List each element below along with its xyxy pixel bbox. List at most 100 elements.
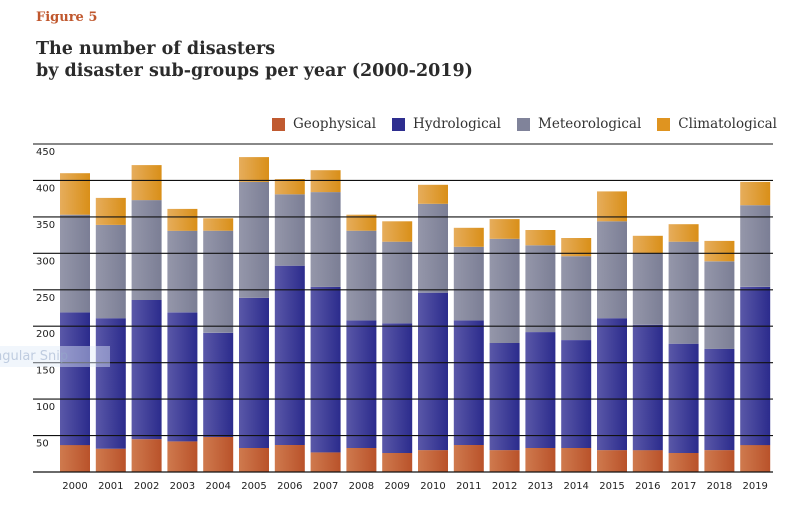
bar-hydrological-2006 [274, 265, 305, 445]
bar-hydrological-2012 [489, 343, 520, 451]
x-tick-label: 2016 [635, 481, 660, 492]
bar-meteorological-2004 [203, 230, 234, 333]
bar-geophysical-2019 [740, 445, 771, 472]
y-tick-label: 200 [36, 329, 55, 340]
legend-swatch-geophysical [272, 117, 285, 131]
bar-geophysical-2005 [239, 447, 269, 472]
bar-meteorological-2008 [346, 230, 377, 321]
bar-hydrological-2005 [239, 297, 269, 448]
bar-climatological-2001 [95, 197, 126, 225]
bar-hydrological-2009 [382, 323, 413, 453]
bar-geophysical-2015 [597, 450, 627, 472]
x-tick-label: 2009 [384, 481, 409, 492]
y-tick-label: 400 [36, 183, 55, 194]
bar-geophysical-2016 [632, 450, 663, 472]
bar-geophysical-2000 [60, 445, 90, 472]
bar-climatological-2010 [418, 184, 448, 204]
bar-hydrological-2011 [453, 320, 484, 445]
bar-meteorological-2003 [167, 230, 198, 313]
legend-label-climatological: Climatological [678, 116, 777, 132]
bar-climatological-2009 [382, 221, 413, 242]
bar-climatological-2005 [239, 157, 269, 182]
bar-meteorological-2001 [95, 224, 126, 319]
bar-hydrological-2016 [632, 324, 663, 451]
bar-hydrological-2000 [60, 312, 90, 446]
legend-item-climatological: Climatological [657, 116, 777, 132]
bar-meteorological-2017 [668, 241, 699, 344]
bar-meteorological-2011 [453, 246, 484, 321]
y-axis-ticks: 50 100 150 200 250 300 350 400 450 [36, 147, 55, 450]
bar-hydrological-2004 [203, 332, 234, 437]
bar-geophysical-2004 [203, 437, 234, 472]
bar-hydrological-2015 [597, 318, 627, 451]
bar-meteorological-2018 [704, 261, 735, 349]
bar-hydrological-2014 [561, 340, 592, 448]
x-tick-label: 2017 [671, 481, 696, 492]
legend-label-geophysical: Geophysical [293, 116, 377, 132]
legend-swatch-meteorological [517, 117, 531, 131]
y-tick-label: 150 [36, 366, 55, 377]
x-tick-label: 2018 [707, 481, 732, 492]
bar-geophysical-2001 [95, 448, 126, 472]
bar-meteorological-2014 [561, 256, 592, 340]
x-tick-label: 2010 [420, 481, 445, 492]
chart-legend: Geophysical Hydrological Meteorological … [272, 116, 777, 132]
bar-climatological-2007 [310, 170, 341, 193]
bar-hydrological-2001 [95, 318, 126, 449]
chart-title-line-1: The number of disasters [36, 39, 276, 59]
legend-label-hydrological: Hydrological [413, 116, 502, 132]
bar-meteorological-2000 [60, 214, 90, 313]
bar-geophysical-2008 [346, 447, 377, 472]
bar-climatological-2019 [740, 181, 771, 206]
bar-meteorological-2012 [489, 238, 520, 343]
x-tick-label: 2012 [492, 481, 517, 492]
bar-hydrological-2019 [740, 286, 771, 446]
bar-meteorological-2016 [632, 253, 663, 325]
x-tick-label: 2003 [170, 481, 195, 492]
bar-geophysical-2007 [310, 452, 341, 472]
bar-climatological-2013 [525, 230, 556, 246]
y-tick-label: 50 [36, 439, 49, 450]
bars-layer [60, 157, 771, 472]
y-tick-label: 350 [36, 220, 55, 231]
legend-item-meteorological: Meteorological [517, 116, 641, 132]
bar-meteorological-2002 [131, 200, 162, 300]
bar-climatological-2012 [489, 219, 520, 239]
x-tick-label: 2008 [349, 481, 374, 492]
bar-meteorological-2007 [310, 192, 341, 287]
bar-geophysical-2017 [668, 453, 699, 472]
legend-label-meteorological: Meteorological [538, 116, 642, 132]
bar-climatological-2018 [704, 240, 735, 262]
x-tick-label: 2013 [528, 481, 553, 492]
x-tick-label: 2014 [563, 481, 588, 492]
y-tick-label: 100 [36, 402, 55, 413]
bar-hydrological-2007 [310, 286, 341, 453]
bar-meteorological-2013 [525, 245, 556, 332]
bar-geophysical-2009 [382, 453, 413, 472]
bar-climatological-2011 [453, 227, 484, 247]
x-tick-label: 2015 [599, 481, 624, 492]
x-axis-ticks: 2000 2001 2002 2003 2004 2005 2006 2007 2008 2009… [62, 481, 768, 492]
bar-meteorological-2015 [597, 221, 627, 319]
bar-climatological-2002 [131, 165, 162, 201]
figure-label: Figure 5 [36, 10, 98, 25]
x-tick-label: 2004 [205, 481, 230, 492]
bar-geophysical-2002 [131, 439, 162, 472]
x-tick-label: 2006 [277, 481, 302, 492]
x-tick-label: 2002 [134, 481, 159, 492]
bar-geophysical-2003 [167, 441, 198, 472]
bar-geophysical-2012 [489, 450, 520, 472]
bar-climatological-2017 [668, 224, 699, 242]
chart-title-line-2: by disaster sub-groups per year (2000-20… [36, 61, 473, 81]
y-tick-label: 250 [36, 293, 55, 304]
x-tick-label: 2019 [742, 481, 767, 492]
bar-meteorological-2006 [274, 194, 305, 266]
grid-layer [33, 143, 773, 473]
bar-geophysical-2010 [418, 450, 448, 472]
legend-item-hydrological: Hydrological [392, 116, 501, 132]
bar-climatological-2016 [632, 235, 663, 254]
legend-swatch-climatological [657, 117, 671, 131]
bar-hydrological-2002 [131, 300, 162, 440]
x-tick-label: 2011 [456, 481, 481, 492]
bar-hydrological-2017 [668, 343, 699, 453]
